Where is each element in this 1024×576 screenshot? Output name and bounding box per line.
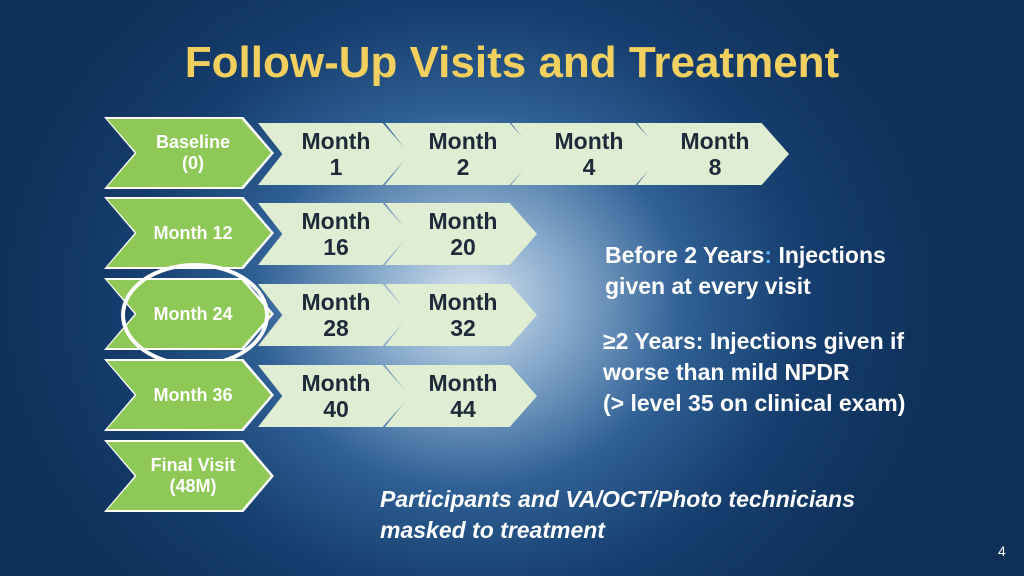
chevron-label: 2 <box>456 154 470 180</box>
chevron-label: 4 <box>582 154 596 180</box>
chevron-label: Month <box>301 208 371 234</box>
chevron-label: 28 <box>323 315 349 341</box>
chevron-label: Month <box>428 208 498 234</box>
note-text: Participants and VA/OCT/Photo technician… <box>380 486 855 512</box>
chevron-label: (48M) <box>169 476 217 496</box>
chevron-label: Month 12 <box>153 222 233 243</box>
chevron-label: 44 <box>450 396 476 422</box>
note-text: Injections <box>772 242 886 268</box>
chevron-label: Month <box>428 370 498 396</box>
chevron-month-2: Month 2 <box>385 123 537 185</box>
chevron-label: Month <box>428 128 498 154</box>
chevron-label: 16 <box>323 234 349 260</box>
chevron-label: Baseline <box>155 132 231 152</box>
note-before-2-years: Before 2 Years: Injections given at ever… <box>605 240 886 302</box>
chevron-label: Month <box>301 289 371 315</box>
chevron-label: (0) <box>181 153 204 173</box>
chevron-label: 8 <box>708 154 722 180</box>
note-text: given at every visit <box>605 273 811 299</box>
note-separator: : <box>764 242 773 268</box>
chevron-month-40: Month 40 <box>258 365 410 427</box>
chevron-label: Month <box>301 370 371 396</box>
highlight-circle <box>121 263 269 367</box>
chevron-month-12: Month 12 <box>107 199 271 267</box>
chevron-month-1: Month 1 <box>258 123 410 185</box>
chevron-baseline: Baseline (0) <box>107 119 271 187</box>
chevron-month-16: Month 16 <box>258 203 410 265</box>
chevron-label: 1 <box>329 154 343 180</box>
chevron-month-32: Month 32 <box>385 284 537 346</box>
chevron-label: Month <box>680 128 750 154</box>
note-after-2-years: ≥2 Years: Injections given if worse than… <box>603 326 905 419</box>
chevron-label: 32 <box>450 315 476 341</box>
page-number: 4 <box>998 543 1006 559</box>
chevron-label: 20 <box>450 234 476 260</box>
note-text: worse than mild NPDR <box>603 359 850 385</box>
note-label: Before 2 Years <box>605 242 765 268</box>
slide-title: Follow-Up Visits and Treatment <box>184 38 840 87</box>
chevron-label: Month <box>554 128 624 154</box>
note-text: ≥2 Years: Injections given if <box>603 328 905 354</box>
chevron-month-44: Month 44 <box>385 365 537 427</box>
chevron-month-28: Month 28 <box>258 284 410 346</box>
masking-note: Participants and VA/OCT/Photo technician… <box>380 484 855 546</box>
chevron-label: Final Visit <box>150 455 236 475</box>
chevron-month-4: Month 4 <box>511 123 663 185</box>
chevron-month-20: Month 20 <box>385 203 537 265</box>
chevron-label: Month <box>428 289 498 315</box>
chevron-month-8: Month 8 <box>637 123 789 185</box>
chevron-label: Month <box>301 128 371 154</box>
chevron-label: 40 <box>323 396 349 422</box>
note-text: masked to treatment <box>380 517 605 543</box>
chevron-final-visit: Final Visit (48M) <box>107 442 271 510</box>
note-text: (> level 35 on clinical exam) <box>603 390 906 416</box>
chevron-month-36: Month 36 <box>107 361 271 429</box>
chevron-label: Month 36 <box>153 384 233 405</box>
